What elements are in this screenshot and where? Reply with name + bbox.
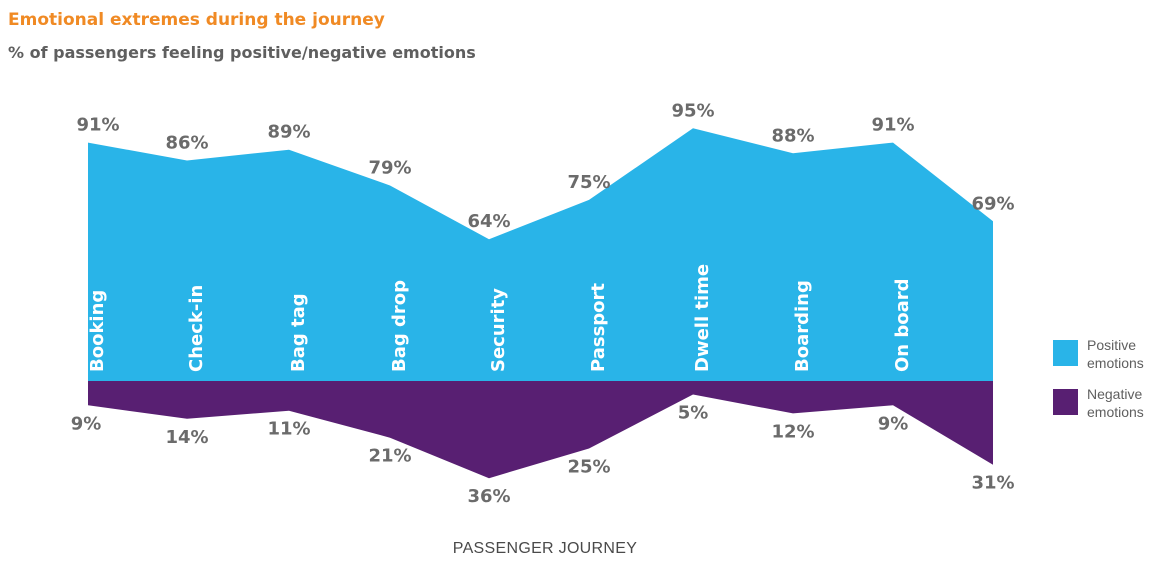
legend-item-positive: Positive emotions [1053,336,1169,376]
category-label: Passport [588,283,609,372]
category-label: Bag drop [389,280,410,372]
negative-value-label: 9% [71,413,102,434]
negative-value-label: 14% [165,427,208,448]
positive-value-label: 88% [771,125,814,146]
positive-value-label: 91% [76,115,119,136]
positive-value-label: 79% [368,158,411,179]
negative-value-label: 25% [567,457,610,478]
chart-subtitle: % of passengers feeling positive/negativ… [8,43,476,62]
positive-value-label: 69% [971,193,1014,214]
positive-value-label: 95% [671,100,714,121]
negative-value-label: 21% [368,446,411,467]
category-label: Check-in [186,285,207,372]
x-axis-label: PASSENGER JOURNEY [452,540,638,557]
legend-swatch-positive [1053,340,1078,366]
negative-value-label: 9% [878,413,909,434]
negative-value-label: 36% [467,486,510,507]
area-positive-emotions [88,128,993,381]
chart-title: Emotional extremes during the journey [8,10,385,30]
negative-value-label: 12% [771,421,814,442]
positive-value-label: 86% [165,132,208,153]
legend-label-positive: Positive emotions [1087,337,1144,371]
positive-value-label: 89% [267,122,310,143]
category-label: Bag collection [992,229,1013,372]
area-negative-emotions [88,381,993,479]
category-label: Security [488,288,509,372]
category-label: On board [892,278,913,372]
negative-value-label: 5% [678,403,709,424]
negative-value-label: 31% [971,473,1014,494]
negative-value-label: 11% [267,419,310,440]
category-label: Dwell time [692,264,713,372]
category-label: Bag tag [288,293,309,372]
category-label: Boarding [792,280,813,372]
positive-value-label: 64% [467,211,510,232]
category-label: Booking [87,290,108,372]
legend-swatch-negative [1053,389,1078,415]
legend-label-negative: Negative emotions [1087,386,1144,420]
positive-value-label: 91% [871,115,914,136]
positive-value-label: 75% [567,172,610,193]
legend-item-negative: Negative emotions [1053,385,1169,425]
